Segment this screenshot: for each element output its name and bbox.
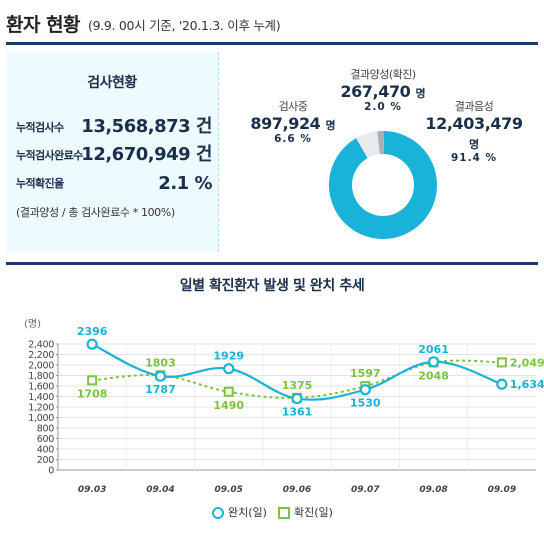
testing-status-box: 검사현황 누적검사수 13,568,873 건 누적검사완료수 12,670,9… [6,52,219,252]
confirmed-data-label: 1708 [77,387,108,400]
y-tick-label: 1,600 [28,382,54,393]
stat-label: 누적검사완료수 [16,149,83,162]
recovered-data-label: 1361 [282,406,313,419]
x-tick-label: 09.08 [419,485,447,495]
square-marker-icon [278,507,290,519]
slice-unit: 명 [415,87,426,100]
header-divider [6,42,538,45]
stat-row-completed-tests: 누적검사완료수 12,670,949 건 [16,142,212,166]
stat-value: 12,670,949 건 [81,144,212,165]
confirmed-data-label: 1375 [282,379,313,392]
recovered-point [496,378,508,390]
slice-percent: 2.0 % [364,101,402,113]
y-tick-label: 0 [48,466,54,477]
page-title: 환자 현황 [6,14,81,36]
y-tick-label: 400 [37,445,54,456]
y-tick-label: 800 [37,424,54,435]
x-tick-label: 09.09 [488,485,516,495]
slice-percent: 91.4 % [450,152,498,164]
confirmed-data-label: 1490 [213,399,244,412]
legend-item-confirmed[interactable]: 확진(일) [278,504,333,520]
stat-row-positive-rate: 누적확진율 2.1 % [16,170,212,194]
testing-status-title: 검사현황 [87,75,137,91]
confirmed-point [496,357,507,368]
page-header: 환자 현황 (9.9. 00시 기준, '20.1.3. 이후 누계) [0,0,544,42]
y-tick-label: 2,000 [28,361,54,372]
stat-value: 13,568,873 건 [81,116,212,137]
donut-chart [329,131,437,239]
recovered-point [223,363,235,375]
stat-row-total-tests: 누적검사수 13,568,873 건 [16,114,212,138]
slice-percent: 6.6 % [274,133,312,145]
positive-rate-note: (결과양성 / 총 검사완료수 * 100%) [16,206,175,219]
slice-name: 결과양성(확진) [350,68,416,81]
legend-item-recovered[interactable]: 완치(일) [212,504,267,520]
slice-value: 12,403,479 [425,114,523,133]
section-divider [6,262,538,265]
recovered-point [291,392,303,405]
x-tick-label: 09.06 [283,485,311,495]
donut-slice [356,131,380,159]
circle-marker-icon [212,507,224,519]
recovered-data-label: 1787 [145,383,176,396]
legend-label: 완치(일) [228,506,267,519]
slice-unit: 명 [468,138,480,151]
slice-unit: 명 [325,119,336,132]
chart-title: 일별 확진환자 발생 및 완치 추세 [179,278,365,294]
recovered-point [427,356,440,368]
y-tick-label: 1,200 [28,403,54,414]
y-tick-label: 1,400 [28,392,54,403]
x-tick-label: 09.07 [351,485,380,495]
confirmed-data-label: 1597 [350,367,381,380]
y-tick-label: 2,400 [28,340,54,351]
slice-name: 결과음성 [454,100,494,113]
confirmed-point [87,375,98,386]
line-chart: (명) 02004006008001,0001,2001,4001,6001,80… [24,318,544,495]
recovered-point [86,338,98,350]
y-tick-label: 600 [37,434,54,445]
x-tick-label: 09.03 [78,485,106,495]
confirmed-data-label: 2,049 [510,356,544,369]
recovered-point [359,384,371,396]
summary-panel: 검사현황 누적검사수 13,568,873 건 누적검사완료수 12,670,9… [6,52,538,252]
donut-slice [377,131,385,155]
recovered-data-label: 1929 [213,350,244,363]
donut-label-positive: 결과양성(확진) 267,470 명 2.0 % [328,66,438,113]
recovered-point [154,370,167,382]
page-subtitle: (9.9. 00시 기준, '20.1.3. 이후 누계) [88,18,281,33]
donut-chart-area: 검사중 897,924 명 6.6 % 결과양성(확진) 267,470 명 2… [218,52,538,252]
confirmed-data-label: 2048 [418,369,449,382]
donut-slice [329,131,437,239]
y-tick-label: 2,200 [28,350,54,361]
y-tick-label: 1,000 [28,413,54,424]
slice-value: 267,470 [340,82,411,101]
stat-value: 2.1 % [158,173,212,194]
recovered-data-label: 2061 [418,343,449,356]
y-tick-label: 200 [37,455,54,466]
donut-label-negative: 결과음성 12,403,479 명 91.4 % [418,98,530,164]
recovered-data-label: 2396 [77,325,108,338]
recovered-data-label: 1530 [350,397,381,410]
x-tick-label: 09.04 [146,485,174,495]
y-tick-label: 1,800 [28,371,54,382]
recovered-data-label: 1,634 [510,378,544,391]
slice-name: 검사중 [278,100,308,113]
stat-label: 누적확진율 [16,177,64,190]
donut-label-testing: 검사중 897,924 명 6.6 % [248,98,338,145]
y-axis-unit: (명) [24,318,41,330]
x-tick-label: 09.05 [214,485,242,495]
stat-label: 누적검사수 [16,121,64,134]
confirmed-data-label: 1803 [145,356,176,369]
slice-value: 897,924 [250,114,321,133]
confirmed-point [223,386,234,397]
legend-label: 확진(일) [294,506,333,519]
